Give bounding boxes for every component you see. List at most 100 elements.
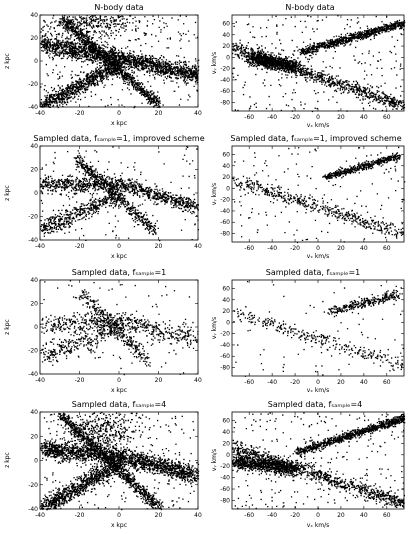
y-tick-labels: 60 40 20 0 -20 -40 -60 -80 xyxy=(220,418,404,504)
y-tick-label: -40 xyxy=(28,371,38,378)
y-tick-labels: 40 20 0 -20 -40 xyxy=(28,277,198,378)
y-tick-label: -80 xyxy=(220,100,230,107)
scatter-points xyxy=(40,15,200,109)
panel-sampled1-xz: Sampled data, fₛₐₘₚₗₑ=1 -40 -20 0 20 40 40 20… xyxy=(4,268,202,394)
y-tick-label: 0 xyxy=(226,185,230,192)
x-tick-label: -60 xyxy=(244,245,254,252)
y-tick-labels: 60 40 20 0 -20 -40 -60 -80 xyxy=(220,20,404,107)
x-axis-label: vₓ km/s xyxy=(307,522,330,529)
x-tick-label: 0 xyxy=(316,512,320,519)
x-tick-label: 40 xyxy=(194,377,202,384)
x-tick-label: -40 xyxy=(267,379,277,386)
y-tick-label: -40 xyxy=(28,237,38,244)
panel-title: Sampled data, fₛₐₘₚₗₑ=1 xyxy=(72,268,167,277)
y-tick-label: 40 xyxy=(222,429,230,436)
panel-title: Sampled data, fₛₐₘₚₗₑ=1, improved scheme xyxy=(230,134,401,143)
panel-title: Sampled data, fₛₐₘₚₗₑ=1, improved scheme xyxy=(33,134,204,143)
scatter-points xyxy=(232,146,406,244)
y-tick-label: 0 xyxy=(226,319,230,326)
data-points xyxy=(232,15,406,113)
y-tick-label: -20 xyxy=(220,197,230,204)
scatter-points xyxy=(40,412,200,511)
x-tick-label: 20 xyxy=(155,243,163,250)
y-tick-label: 40 xyxy=(30,409,38,416)
data-points xyxy=(40,146,199,242)
x-tick-label: -60 xyxy=(244,114,254,121)
x-tick-label: -20 xyxy=(290,114,300,121)
y-tick-label: -60 xyxy=(220,219,230,226)
y-tick-label: -20 xyxy=(28,81,38,88)
x-tick-labels: -60 -40 -20 0 20 40 60 xyxy=(244,412,391,519)
x-tick-labels: -40 -20 0 20 40 xyxy=(35,412,202,519)
y-tick-label: 0 xyxy=(226,54,230,61)
x-tick-label: -40 xyxy=(267,114,277,121)
y-tick-label: 20 xyxy=(222,174,230,181)
panel-nbody-vv: N-body data -60 -40 -20 0 20 40 60 6040200-20-… xyxy=(211,3,406,129)
x-tick-label: -40 xyxy=(35,110,45,117)
x-tick-label: 40 xyxy=(360,512,368,519)
x-tick-label: 20 xyxy=(337,114,345,121)
y-tick-label: -20 xyxy=(28,348,38,355)
panel-title: Sampled data, fₛₐₘₚₗₑ=4 xyxy=(72,400,167,409)
y-tick-label: -20 xyxy=(28,482,38,489)
x-tick-label: 20 xyxy=(337,379,345,386)
data-points xyxy=(232,412,406,510)
x-tick-labels: -40 -20 0 20 40 xyxy=(35,146,202,250)
y-tick-label: -20 xyxy=(220,463,230,470)
y-tick-label: 20 xyxy=(222,43,230,50)
panel-sampled4-vv: Sampled data, fₛₐₘₚₗₑ=4 -60 -40 -20 0 20 40 60… xyxy=(211,400,406,529)
y-tick-labels: 40 20 0 -20 -40 xyxy=(28,143,198,244)
y-axis-label: z kpc xyxy=(4,452,11,468)
y-tick-label: 0 xyxy=(34,58,38,65)
x-tick-label: -40 xyxy=(35,243,45,250)
y-tick-label: -80 xyxy=(220,497,230,504)
panel-title: Sampled data, fₛₐₘₚₗₑ=4 xyxy=(268,400,363,409)
x-axis-label: x kpc xyxy=(111,120,127,127)
x-tick-label: 0 xyxy=(316,114,320,121)
x-tick-label: 20 xyxy=(155,110,163,117)
x-tick-label: 20 xyxy=(337,245,345,252)
x-axis-label: x kpc xyxy=(111,253,127,260)
x-axis-label: x kpc xyxy=(111,522,127,529)
y-tick-label: 20 xyxy=(30,35,38,42)
y-axis-label: z kpc xyxy=(4,319,11,335)
scatter-points xyxy=(40,280,199,376)
y-tick-label: -40 xyxy=(220,77,230,84)
x-tick-label: -60 xyxy=(244,512,254,519)
x-axis-label: vₓ km/s xyxy=(307,253,330,260)
x-tick-label: -20 xyxy=(75,243,85,250)
y-axis-label: vᵧ km/s xyxy=(211,449,218,471)
x-tick-label: -40 xyxy=(35,512,45,519)
x-tick-label: -20 xyxy=(290,245,300,252)
y-tick-labels: 40 20 0 -20 -40 xyxy=(28,12,198,111)
x-tick-label: 20 xyxy=(155,377,163,384)
panel-title: Sampled data, fₛₐₘₚₗₑ=1 xyxy=(266,268,361,277)
x-tick-label: -20 xyxy=(290,379,300,386)
y-tick-label: 60 xyxy=(222,20,230,27)
x-tick-label: 40 xyxy=(194,243,202,250)
x-tick-label: 0 xyxy=(117,110,121,117)
y-tick-labels: 40 20 0 -20 -40 xyxy=(28,409,198,513)
y-tick-label: 20 xyxy=(222,308,230,315)
y-tick-label: 20 xyxy=(30,301,38,308)
x-tick-label: 0 xyxy=(117,512,121,519)
y-tick-label: -60 xyxy=(220,88,230,95)
x-tick-label: 0 xyxy=(316,245,320,252)
panel-title: N-body data xyxy=(285,3,334,12)
x-tick-label: 60 xyxy=(383,512,391,519)
y-tick-label: -40 xyxy=(28,506,38,513)
y-tick-label: 20 xyxy=(30,167,38,174)
x-tick-label: -40 xyxy=(267,512,277,519)
y-tick-label: -20 xyxy=(28,214,38,221)
x-tick-label: 20 xyxy=(155,512,163,519)
scatter-points xyxy=(232,412,406,510)
x-tick-label: 40 xyxy=(194,110,202,117)
y-tick-label: 60 xyxy=(222,418,230,425)
y-tick-label: 40 xyxy=(30,143,38,150)
y-tick-label: 40 xyxy=(30,12,38,19)
y-tick-label: -80 xyxy=(220,365,230,372)
y-tick-label: 40 xyxy=(222,297,230,304)
y-axis-label: vᵧ km/s xyxy=(211,183,218,205)
y-tick-label: 0 xyxy=(34,458,38,465)
x-tick-labels: -40 -20 0 20 40 xyxy=(35,15,202,117)
